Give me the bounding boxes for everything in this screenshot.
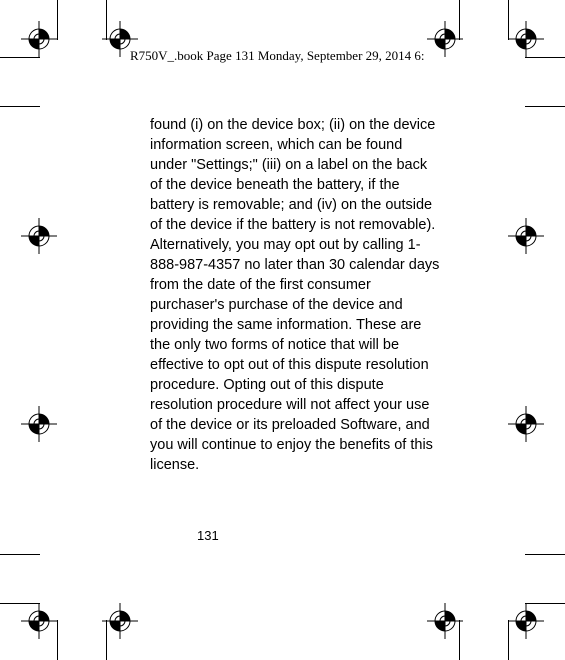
crop-line-inner-top-right [525,106,565,107]
registration-mark-icon [21,406,57,442]
crop-line-inner-top-left [0,106,40,107]
page-header: R750V_.book Page 131 Monday, September 2… [130,48,425,64]
registration-mark-icon [21,218,57,254]
crop-line-outer-top-right [525,57,565,58]
registration-mark-icon [21,603,57,639]
registration-mark-icon [21,21,57,57]
registration-mark-icon [427,21,463,57]
registration-mark-icon [102,603,138,639]
registration-mark-icon [508,406,544,442]
registration-mark-icon [508,21,544,57]
body-paragraph: found (i) on the device box; (ii) on the… [150,115,440,475]
crop-line-outer-left-bottom [57,620,58,660]
crop-line-outer-top-left [0,57,40,58]
registration-mark-icon [508,218,544,254]
registration-mark-icon [427,603,463,639]
crop-line-outer-left-top [57,0,58,40]
page-number: 131 [197,528,219,543]
crop-line-inner-bottom-right [525,554,565,555]
crop-line-inner-bottom-left [0,554,40,555]
registration-mark-icon [508,603,544,639]
